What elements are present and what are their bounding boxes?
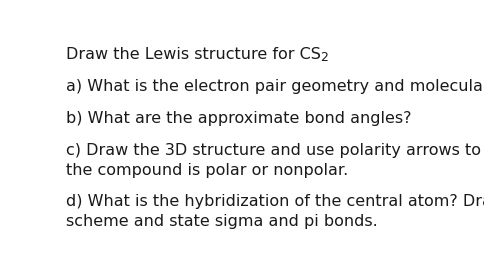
Text: d) What is the hybridization of the central atom? Draw the bonding
scheme and st: d) What is the hybridization of the cent… <box>65 194 484 229</box>
Text: c) Draw the 3D structure and use polarity arrows to show whether
the compound is: c) Draw the 3D structure and use polarit… <box>65 143 484 178</box>
Text: 2: 2 <box>320 51 328 64</box>
Text: Draw the Lewis structure for CS: Draw the Lewis structure for CS <box>65 47 320 62</box>
Text: b) What are the approximate bond angles?: b) What are the approximate bond angles? <box>65 111 410 126</box>
Text: a) What is the electron pair geometry and molecular geometry?: a) What is the electron pair geometry an… <box>65 79 484 94</box>
